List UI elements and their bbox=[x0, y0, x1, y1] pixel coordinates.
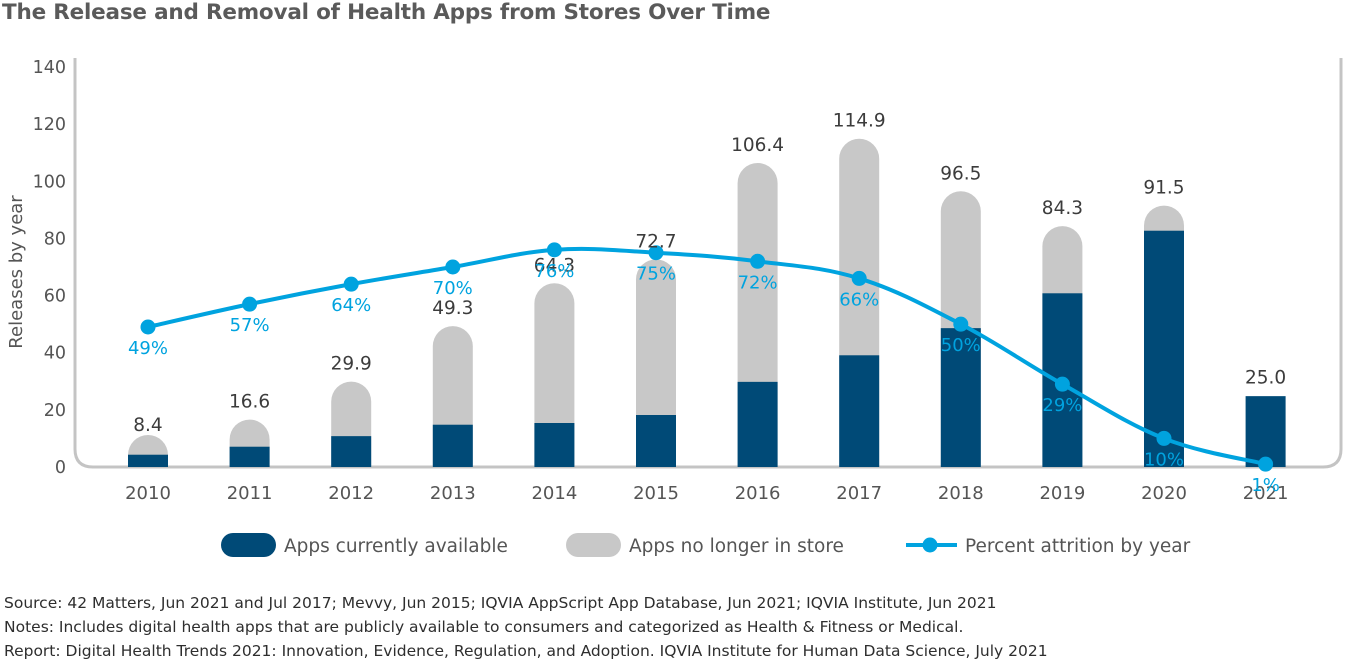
attrition-label: 1% bbox=[1251, 475, 1280, 496]
bar-total-label: 29.9 bbox=[331, 354, 372, 375]
bar-currently-available bbox=[839, 355, 880, 467]
attrition-point bbox=[851, 270, 867, 286]
x-tick-label: 2012 bbox=[328, 483, 374, 504]
attrition-point bbox=[445, 259, 461, 275]
report-note: Report: Digital Health Trends 2021: Inno… bbox=[4, 642, 1048, 660]
bar-no-longer-in-store bbox=[534, 283, 575, 467]
bar-currently-available bbox=[432, 424, 473, 467]
x-tick-label: 2016 bbox=[735, 483, 781, 504]
notes-note: Notes: Includes digital health apps that… bbox=[4, 618, 964, 636]
attrition-point bbox=[140, 319, 156, 335]
bar-total-label: 114.9 bbox=[833, 111, 886, 132]
chart: 0 20 40 60 80 100 120 140 Releases by year 2010 20… bbox=[6, 58, 1343, 557]
attrition-label: 50% bbox=[941, 335, 981, 356]
x-tick-label: 2015 bbox=[633, 483, 679, 504]
legend-swatch-available bbox=[221, 533, 276, 557]
bar-total-label: 25.0 bbox=[1245, 368, 1286, 389]
attrition-label: 10% bbox=[1144, 449, 1184, 470]
attrition-point bbox=[953, 316, 969, 332]
attrition-line bbox=[147, 246, 1267, 467]
bar-currently-available bbox=[940, 328, 981, 467]
legend-label-attrition: Percent attrition by year bbox=[965, 536, 1191, 557]
x-tick-label: 2019 bbox=[1039, 483, 1085, 504]
y-tick-label: 60 bbox=[44, 287, 66, 307]
bar-currently-available bbox=[1144, 230, 1184, 467]
attrition-point bbox=[1258, 456, 1274, 472]
attrition-label: 72% bbox=[738, 272, 778, 293]
bar-total-label: 49.3 bbox=[432, 298, 473, 319]
x-tick-label: 2018 bbox=[938, 483, 984, 504]
attrition-label: 70% bbox=[433, 278, 473, 299]
chart-title: The Release and Removal of Health Apps f… bbox=[2, 0, 771, 25]
footnotes: Source: 42 Matters, Jun 2021 and Jul 201… bbox=[4, 591, 1048, 663]
y-tick-label: 20 bbox=[44, 401, 66, 421]
y-tick-label: 40 bbox=[44, 344, 66, 364]
bar-total-label: 96.5 bbox=[940, 163, 981, 184]
x-tick-label: 2013 bbox=[430, 483, 476, 504]
attrition-point bbox=[343, 276, 359, 292]
bar-currently-available bbox=[737, 381, 778, 467]
x-tick-label: 2014 bbox=[531, 483, 577, 504]
bar-total-label: 16.6 bbox=[229, 392, 270, 413]
y-axis-label: Releases by year bbox=[6, 195, 27, 349]
plot-frame bbox=[73, 58, 1343, 469]
x-tick-label: 2020 bbox=[1141, 483, 1187, 504]
attrition-point bbox=[1156, 430, 1172, 446]
bar-total-label: 72.7 bbox=[635, 231, 676, 252]
x-tick-label: 2021 bbox=[1243, 483, 1289, 504]
x-tick-label: 2010 bbox=[125, 483, 171, 504]
attrition-point bbox=[750, 253, 766, 269]
bar-currently-available bbox=[229, 446, 270, 467]
legend-label-available: Apps currently available bbox=[284, 536, 508, 557]
x-tick-label: 2017 bbox=[836, 483, 882, 504]
legend-label-removed: Apps no longer in store bbox=[629, 536, 844, 557]
attrition-label: 49% bbox=[128, 338, 168, 359]
bar-currently-available bbox=[128, 454, 168, 467]
bar-currently-available bbox=[1245, 396, 1286, 467]
attrition-point bbox=[546, 242, 562, 258]
attrition-label: 76% bbox=[534, 261, 574, 282]
attrition-label: 57% bbox=[230, 315, 270, 336]
attrition-point bbox=[648, 245, 664, 261]
y-tick-label: 120 bbox=[33, 115, 66, 135]
bar-total-label: 64.3 bbox=[534, 255, 575, 276]
bar-total-label: 91.5 bbox=[1143, 178, 1184, 199]
bar-currently-available bbox=[534, 423, 575, 467]
bar-total-label: 84.3 bbox=[1042, 198, 1083, 219]
attrition-label: 75% bbox=[636, 264, 676, 285]
y-tick-label: 100 bbox=[33, 172, 66, 192]
legend-marker-attrition bbox=[922, 537, 938, 553]
bar-currently-available bbox=[331, 436, 372, 467]
y-tick-label: 80 bbox=[44, 229, 66, 249]
attrition-label: 29% bbox=[1042, 395, 1082, 416]
source-note: Source: 42 Matters, Jun 2021 and Jul 201… bbox=[4, 594, 997, 612]
bar-total-label: 8.4 bbox=[133, 415, 162, 436]
attrition-label: 66% bbox=[839, 289, 879, 310]
bar-currently-available bbox=[636, 415, 676, 467]
legend-swatch-removed bbox=[566, 533, 621, 557]
x-tick-label: 2011 bbox=[227, 483, 273, 504]
y-tick-label: 0 bbox=[55, 458, 66, 478]
attrition-point bbox=[1054, 376, 1070, 392]
attrition-point bbox=[242, 296, 258, 312]
attrition-label: 64% bbox=[331, 295, 371, 316]
y-tick-label: 140 bbox=[33, 58, 66, 78]
bar-total-label: 106.4 bbox=[731, 135, 784, 156]
